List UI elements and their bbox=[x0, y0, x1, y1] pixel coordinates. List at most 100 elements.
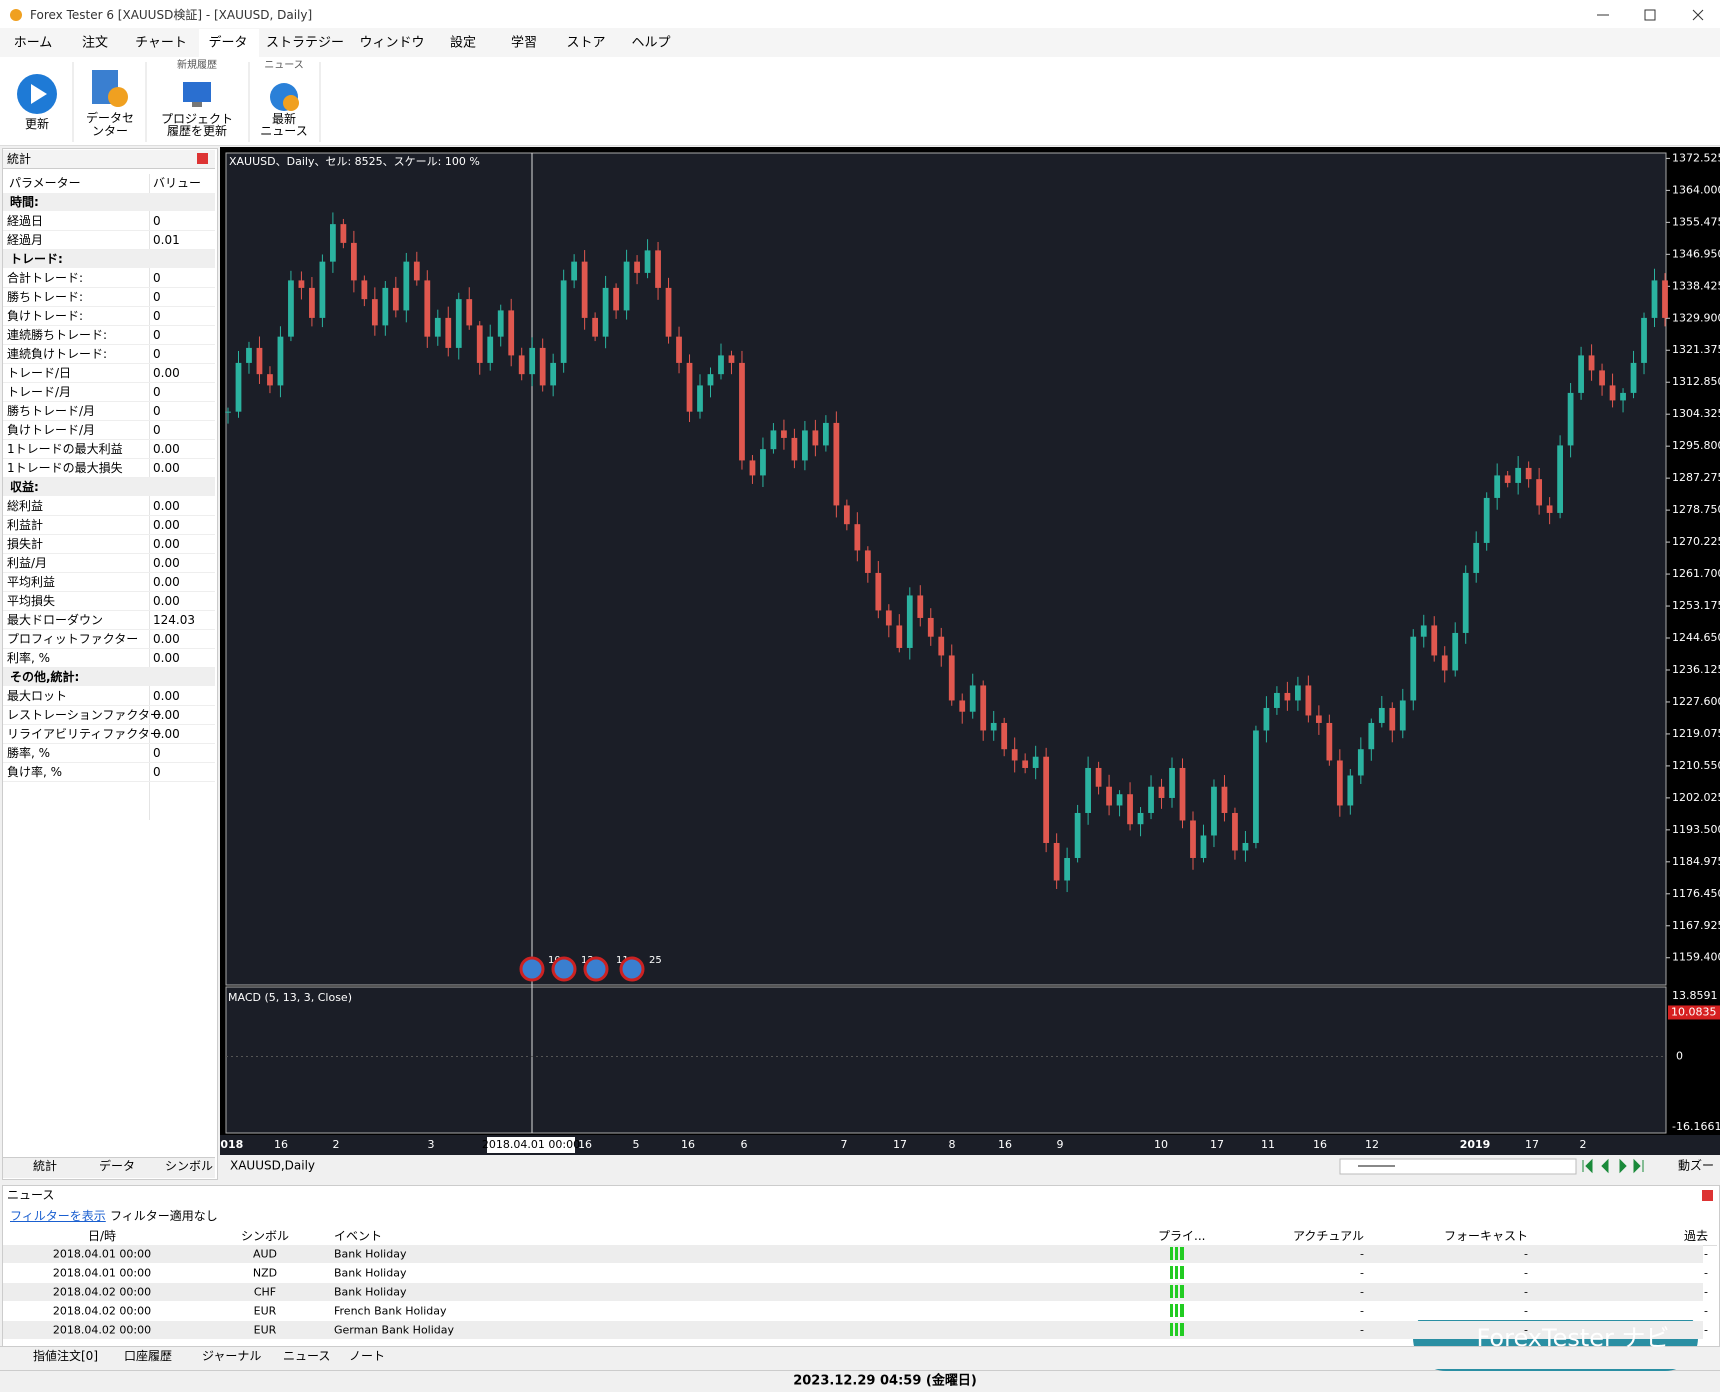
candle-body bbox=[1211, 786, 1217, 836]
candle-body bbox=[571, 261, 578, 281]
update-history-icon[interactable] bbox=[183, 82, 211, 102]
news-cell: NZD bbox=[252, 1266, 278, 1280]
price-tick-label: 1202.025 bbox=[1672, 791, 1720, 804]
news-cell: Bank Holiday bbox=[334, 1247, 407, 1261]
news-column-header[interactable]: アクチュアル bbox=[1292, 1229, 1364, 1243]
news-cell: CHF bbox=[253, 1285, 277, 1299]
price-tick-label: 1227.600 bbox=[1672, 695, 1720, 708]
news-cell: Bank Holiday bbox=[334, 1285, 407, 1299]
ribbon-button-label[interactable]: 更新 bbox=[24, 117, 50, 131]
candle-body bbox=[1326, 722, 1333, 761]
menu-item[interactable]: ヘルプ bbox=[631, 35, 671, 51]
news-column-header[interactable]: 日/時 bbox=[87, 1229, 117, 1243]
news-cell: EUR bbox=[253, 1323, 277, 1337]
stats-value: 0.00 bbox=[153, 727, 180, 741]
bottom-tab[interactable]: ジャーナル bbox=[202, 1349, 262, 1363]
date-label: 3 bbox=[428, 1138, 435, 1151]
candle-body bbox=[1557, 445, 1563, 513]
candle-body bbox=[1127, 794, 1133, 825]
ribbon-button-label[interactable]: プロジェクト bbox=[160, 112, 234, 126]
date-label: 7 bbox=[841, 1138, 848, 1151]
stats-param: 総利益 bbox=[7, 499, 44, 513]
news-column-header[interactable]: シンボル bbox=[240, 1229, 290, 1243]
menu-item[interactable]: チャート bbox=[135, 35, 187, 51]
bottom-tab[interactable]: 口座履歴 bbox=[124, 1349, 173, 1363]
menu-item[interactable]: ストラテジー bbox=[265, 35, 345, 51]
candle-body bbox=[676, 336, 682, 363]
news-column-header[interactable]: フォーキャスト bbox=[1443, 1229, 1528, 1243]
panel-tab[interactable]: 統計 bbox=[33, 1159, 58, 1173]
menu-item[interactable]: ストア bbox=[566, 35, 606, 51]
candle-body bbox=[581, 261, 588, 318]
bottom-tab[interactable]: ニュース bbox=[283, 1349, 331, 1363]
candle-body bbox=[864, 550, 871, 573]
stats-row-line bbox=[3, 230, 215, 231]
panel-close[interactable] bbox=[197, 153, 208, 164]
candle-body bbox=[1085, 767, 1091, 813]
stats-param: 経過日 bbox=[7, 214, 44, 228]
candle-body bbox=[382, 287, 389, 326]
macd-plot bbox=[225, 986, 1667, 1134]
chart-area: XAUUSD、Daily、セル: 8525、スケール: 100 % 1372.52… bbox=[220, 147, 1720, 1177]
window-title: Forex Tester 6 [XAUUSD検証] - [XAUUSD, Dai… bbox=[30, 8, 313, 22]
news-column-header[interactable]: イベント bbox=[334, 1229, 383, 1243]
news-row[interactable] bbox=[3, 1264, 1703, 1282]
stats-section-row bbox=[3, 478, 215, 496]
menu-item[interactable]: 学習 bbox=[510, 35, 538, 51]
news-row[interactable] bbox=[3, 1283, 1703, 1301]
candle-body bbox=[1389, 707, 1396, 731]
price-tick-label: 1321.375 bbox=[1672, 343, 1720, 356]
news-row[interactable] bbox=[3, 1245, 1703, 1263]
price-tick-label: 1184.975 bbox=[1672, 855, 1720, 868]
price-tick-label: 1219.075 bbox=[1672, 727, 1720, 740]
ribbon-button-label[interactable]: ニュース bbox=[260, 124, 308, 138]
candle-body bbox=[1190, 820, 1196, 858]
scrollbar[interactable] bbox=[1339, 1158, 1577, 1175]
panel-tab[interactable]: シンボル bbox=[165, 1159, 214, 1173]
news-close[interactable] bbox=[1702, 1190, 1713, 1201]
menu-item[interactable]: ウィンドウ bbox=[359, 35, 425, 51]
stats-value: 0.00 bbox=[153, 366, 180, 380]
stats-value: 0.00 bbox=[153, 689, 180, 703]
ribbon-group-label: ニュース bbox=[264, 60, 304, 71]
candle-body bbox=[1651, 280, 1658, 318]
candle-body bbox=[990, 722, 997, 731]
panel-tab[interactable]: データ bbox=[99, 1159, 136, 1173]
chart-tab[interactable]: XAUUSD,Daily bbox=[230, 1159, 315, 1173]
news-cell: 2018.04.01 00:00 bbox=[52, 1266, 152, 1280]
bottom-tab[interactable]: 指値注文[0] bbox=[33, 1349, 98, 1363]
candle-body bbox=[885, 610, 892, 626]
close-button[interactable] bbox=[1692, 9, 1704, 21]
news-column-header[interactable]: プライ... bbox=[1158, 1229, 1206, 1243]
news-row[interactable] bbox=[3, 1321, 1703, 1339]
menu-item[interactable]: ホーム bbox=[13, 35, 53, 51]
stats-row-line bbox=[3, 648, 215, 649]
candle-body bbox=[592, 317, 599, 337]
stats-param: 最大ロット bbox=[7, 689, 68, 703]
stats-row-line bbox=[3, 572, 215, 573]
candle-body bbox=[539, 347, 546, 386]
news-column-header[interactable]: 過去 bbox=[1683, 1229, 1708, 1243]
nav-buttons[interactable] bbox=[1582, 1158, 1644, 1174]
date-label: 2019 bbox=[1460, 1138, 1491, 1151]
maximize-button[interactable] bbox=[1644, 9, 1656, 21]
news-row[interactable] bbox=[3, 1302, 1703, 1320]
stats-section-title: その他,統計: bbox=[10, 670, 80, 684]
menu-item[interactable]: 注文 bbox=[81, 35, 109, 51]
filter-link[interactable]: フィルターを表示 bbox=[10, 1209, 106, 1223]
news-cell: - bbox=[1524, 1285, 1528, 1299]
menu-item[interactable]: 設定 bbox=[449, 35, 477, 51]
menu-bar bbox=[0, 28, 1720, 57]
price-tick-label: 1193.500 bbox=[1672, 823, 1720, 836]
ribbon-button-label[interactable]: ンター bbox=[91, 124, 129, 138]
menu-item[interactable]: データ bbox=[208, 35, 248, 51]
price-tick-label: 1355.475 bbox=[1672, 215, 1720, 228]
ribbon-button-label[interactable]: 最新 bbox=[271, 112, 297, 126]
bottom-tab[interactable]: ノート bbox=[349, 1349, 386, 1363]
candle-body bbox=[235, 362, 242, 412]
price-tick-label: 1236.125 bbox=[1672, 663, 1720, 676]
ribbon-button-label[interactable]: 履歴を更新 bbox=[166, 124, 228, 138]
ribbon-button-label[interactable]: データセ bbox=[85, 111, 135, 125]
stats-value: 0.01 bbox=[153, 233, 180, 247]
candle-body bbox=[728, 355, 735, 363]
